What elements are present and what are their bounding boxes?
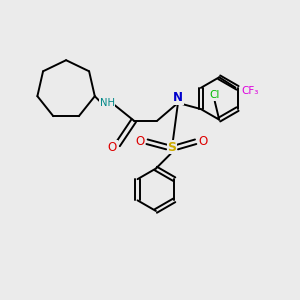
Text: CF₃: CF₃	[242, 86, 259, 96]
Text: NH: NH	[100, 98, 115, 109]
Text: O: O	[135, 135, 144, 148]
Text: O: O	[108, 141, 117, 154]
Text: S: S	[168, 141, 177, 154]
Text: Cl: Cl	[210, 90, 220, 100]
Text: O: O	[198, 135, 208, 148]
Text: N: N	[173, 91, 183, 104]
